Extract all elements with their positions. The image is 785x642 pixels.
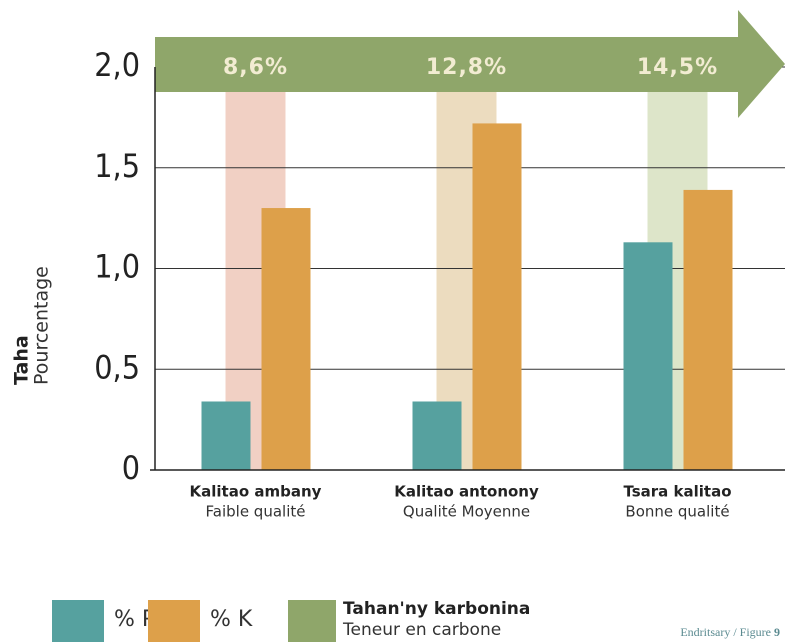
y-label: Taha — [11, 335, 33, 385]
y-axis-title: Taha Pourcentage — [11, 266, 53, 385]
y-sublabel: Pourcentage — [31, 266, 53, 385]
bar — [472, 123, 522, 471]
legend-label: % K — [210, 607, 253, 632]
x-tick-label: Tsara kalitao — [623, 483, 731, 501]
y-tick-label: 1,5 — [94, 147, 140, 185]
legend-sublabel: Teneur en carbone — [342, 620, 501, 640]
x-tick-sublabel: Bonne qualité — [625, 503, 729, 521]
bar — [683, 189, 733, 471]
bar — [201, 401, 251, 470]
legend-label: Tahan'ny karbonina — [343, 599, 530, 619]
carbon-arrow — [155, 10, 785, 118]
y-tick-label: 0,5 — [94, 348, 140, 386]
figure-number: 9 — [774, 625, 780, 639]
carbon-label: 12,8% — [426, 55, 507, 80]
bar — [412, 401, 462, 470]
x-tick-label: Kalitao ambany — [190, 483, 322, 501]
y-tick-label: 2,0 — [94, 46, 140, 84]
bar — [623, 242, 673, 470]
y-tick-label: 0 — [122, 449, 140, 487]
legend-swatch — [288, 600, 336, 642]
legend-swatch — [52, 600, 104, 642]
y-tick-label: 1,0 — [94, 248, 140, 286]
x-tick-sublabel: Faible qualité — [206, 503, 306, 521]
carbon-label: 8,6% — [223, 55, 288, 80]
carbon-label: 14,5% — [637, 55, 718, 80]
legend-swatch — [148, 600, 200, 642]
x-tick-label: Kalitao antonony — [394, 483, 539, 501]
bar — [261, 208, 311, 471]
credit-text: Endritsary / Figure — [680, 625, 771, 639]
x-tick-sublabel: Qualité Moyenne — [403, 503, 530, 521]
credit: Endritsary / Figure 9 — [680, 625, 780, 639]
